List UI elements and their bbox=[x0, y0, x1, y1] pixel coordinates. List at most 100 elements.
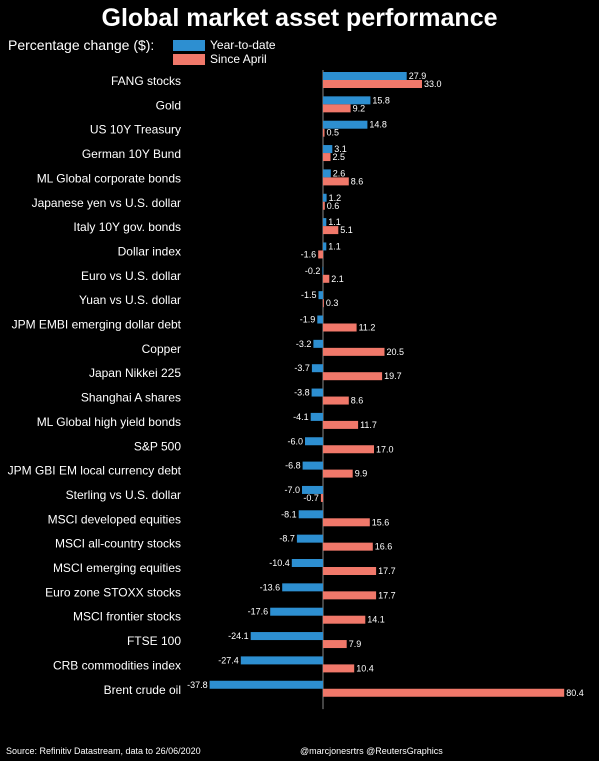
data-label-ytd: -27.4 bbox=[218, 655, 239, 665]
legend-item-ytd: Year-to-date bbox=[173, 38, 276, 52]
legend-swatch-since-april bbox=[173, 53, 205, 65]
data-label-since-april: 19.7 bbox=[384, 371, 402, 381]
category-label: MSCI emerging equities bbox=[53, 561, 181, 575]
bar-since-april bbox=[323, 201, 325, 210]
data-label-ytd: -3.7 bbox=[294, 363, 310, 373]
data-label-ytd: -8.7 bbox=[279, 534, 295, 544]
data-label-ytd: -10.4 bbox=[269, 558, 290, 568]
bar-ytd bbox=[322, 266, 324, 275]
category-label: Euro zone STOXX stocks bbox=[45, 585, 181, 599]
chart-title: Global market asset performance bbox=[101, 4, 498, 32]
bar-since-april bbox=[323, 567, 377, 575]
data-label-ytd: 1.1 bbox=[328, 217, 341, 227]
bar-since-april bbox=[323, 518, 370, 527]
bar-since-april bbox=[323, 640, 347, 649]
data-label-since-april: 15.6 bbox=[372, 517, 390, 527]
bar-ytd bbox=[209, 680, 323, 689]
data-label-ytd: 15.8 bbox=[372, 95, 390, 105]
bar-ytd bbox=[323, 193, 327, 202]
source-note: Source: Refinitiv Datastream, data to 26… bbox=[6, 746, 201, 756]
data-label-since-april: 80.4 bbox=[566, 688, 584, 698]
category-label: Gold bbox=[156, 98, 181, 112]
bar-since-april bbox=[323, 688, 565, 697]
category-label: Sterling vs U.S. dollar bbox=[66, 488, 181, 502]
data-label-since-april: 20.5 bbox=[387, 347, 405, 357]
data-label-since-april: 33.0 bbox=[424, 79, 442, 89]
data-label-ytd: 2.6 bbox=[333, 168, 346, 178]
category-label: Brent crude oil bbox=[104, 683, 181, 697]
category-label: JPM EMBI emerging dollar debt bbox=[12, 318, 182, 332]
data-label-ytd: -37.8 bbox=[187, 680, 208, 690]
data-label-since-april: 17.7 bbox=[378, 566, 396, 576]
category-label: Euro vs U.S. dollar bbox=[81, 269, 181, 283]
bar-ytd bbox=[317, 315, 323, 324]
data-label-since-april: 0.5 bbox=[327, 128, 340, 138]
data-label-since-april: 5.1 bbox=[340, 225, 353, 235]
bar-since-april bbox=[323, 299, 324, 308]
bar-since-april bbox=[323, 469, 353, 478]
bar-ytd bbox=[323, 145, 333, 154]
data-label-ytd: -4.1 bbox=[293, 412, 309, 422]
bar-ytd bbox=[323, 218, 327, 227]
data-label-ytd: -6.8 bbox=[285, 461, 301, 471]
data-label-ytd: -6.0 bbox=[287, 436, 303, 446]
category-label: FTSE 100 bbox=[127, 634, 181, 648]
category-label: MSCI frontier stocks bbox=[73, 610, 181, 624]
bar-ytd bbox=[305, 437, 323, 446]
category-label: CRB commodities index bbox=[53, 658, 181, 672]
bar-ytd bbox=[302, 461, 323, 470]
bar-ytd bbox=[311, 388, 323, 397]
bar-since-april bbox=[323, 347, 385, 356]
bar-ytd bbox=[323, 169, 331, 178]
bar-since-april bbox=[323, 153, 331, 162]
data-label-ytd: -0.2 bbox=[305, 266, 321, 276]
data-label-since-april: 9.2 bbox=[353, 103, 366, 113]
category-label: FANG stocks bbox=[111, 74, 181, 88]
bar-ytd bbox=[298, 510, 323, 519]
bar-since-april bbox=[323, 396, 349, 405]
data-label-since-april: 0.6 bbox=[327, 201, 340, 211]
bar-ytd bbox=[310, 412, 323, 421]
category-label: MSCI developed equities bbox=[48, 512, 181, 526]
data-label-ytd: 14.8 bbox=[369, 120, 387, 130]
data-label-ytd: 3.1 bbox=[334, 144, 347, 154]
bar-since-april bbox=[323, 226, 339, 235]
data-label-since-april: 17.7 bbox=[378, 590, 396, 600]
data-label-since-april: 8.6 bbox=[351, 396, 364, 406]
data-label-since-april: 17.0 bbox=[376, 444, 394, 454]
category-label: Shanghai A shares bbox=[81, 391, 181, 405]
category-label: ML Global high yield bonds bbox=[37, 415, 181, 429]
chart-subtitle: Percentage change ($): bbox=[8, 37, 155, 53]
data-label-since-april: 7.9 bbox=[349, 639, 362, 649]
bar-since-april bbox=[323, 591, 377, 600]
bar-ytd bbox=[291, 559, 323, 567]
legend-swatch-ytd bbox=[173, 39, 205, 51]
data-label-since-april: 16.6 bbox=[375, 542, 393, 552]
data-label-ytd: 1.2 bbox=[329, 193, 342, 203]
data-label-ytd: -8.1 bbox=[281, 509, 297, 519]
category-label: Italy 10Y gov. bonds bbox=[73, 220, 181, 234]
bar-since-april bbox=[323, 274, 330, 283]
bar-since-april bbox=[323, 128, 325, 137]
bar-since-april bbox=[323, 664, 355, 673]
data-label-ytd: -1.5 bbox=[301, 290, 317, 300]
category-label: Copper bbox=[142, 342, 181, 356]
bar-since-april bbox=[323, 372, 383, 381]
bar-ytd bbox=[323, 96, 371, 105]
data-label-since-april: 8.6 bbox=[351, 176, 364, 186]
data-label-ytd: 1.1 bbox=[328, 241, 341, 251]
data-label-ytd: -13.6 bbox=[260, 582, 281, 592]
bar-since-april bbox=[318, 250, 323, 259]
category-label: Japan Nikkei 225 bbox=[89, 366, 181, 380]
bar-since-april bbox=[323, 104, 351, 113]
bar-since-april bbox=[323, 80, 422, 88]
data-label-since-april: 9.9 bbox=[355, 469, 368, 479]
category-label: Yuan vs U.S. dollar bbox=[79, 293, 181, 307]
data-label-since-april: 2.1 bbox=[331, 274, 344, 284]
bar-ytd bbox=[296, 534, 323, 543]
category-label: JPM GBI EM local currency debt bbox=[8, 464, 182, 478]
data-label-since-april: 2.5 bbox=[333, 152, 346, 162]
category-label: S&P 500 bbox=[134, 439, 181, 453]
data-label-ytd: -1.9 bbox=[300, 315, 316, 325]
